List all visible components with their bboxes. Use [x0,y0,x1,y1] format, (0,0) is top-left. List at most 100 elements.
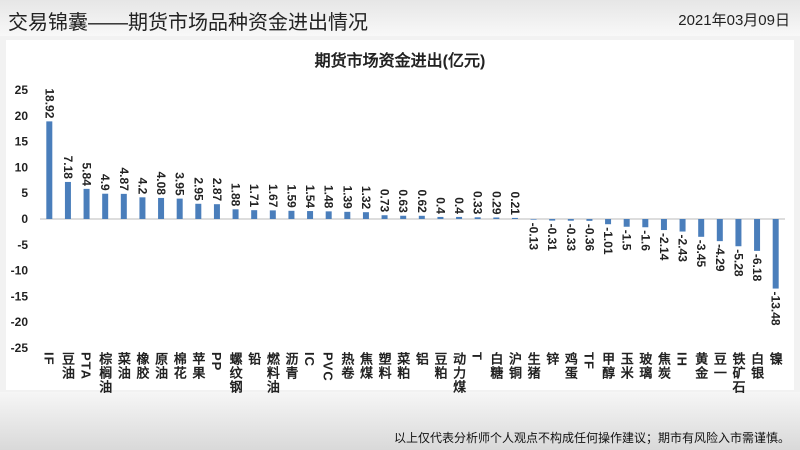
value-label: 0.4 [433,197,447,214]
x-tick-label: 塑料 [376,352,392,380]
bar [493,217,500,219]
x-tick-label: 菜油 [115,352,131,380]
chart-panel [6,40,794,390]
value-label: 5.84 [80,163,94,187]
footer: 以上仅代表分析师个人观点不构成任何操作建议；期市有风险入市需谨慎。 [0,392,800,450]
x-tick-label: PVC [320,352,336,382]
bar [176,198,183,219]
x-tick-label: 豆油 [59,352,75,380]
x-tick-label: 生猪 [525,352,541,380]
bar [213,204,220,219]
bar [586,219,593,221]
value-label: -1.6 [638,230,652,251]
header: 交易锦囊——期货市场品种资金进出情况 2021年03月09日 [0,0,800,36]
value-label: 1.71 [247,184,261,208]
x-tick-label: 黄金 [693,352,709,380]
value-label: 4.9 [98,174,112,191]
x-tick-label: 白银 [749,352,765,380]
value-label: 1.88 [229,183,243,207]
bar [102,193,109,219]
chart-title: 期货市场资金进出(亿元) [315,51,486,70]
value-label: 0.62 [415,189,429,213]
bar [754,219,761,251]
y-tick-label: 5 [21,186,28,200]
x-tick-label: 棉花 [171,352,187,380]
y-tick-label: -5 [17,238,28,252]
x-tick-label: IH [674,352,690,367]
bar [307,211,314,219]
bar [698,219,705,237]
bar [400,215,407,219]
bar [83,188,90,219]
value-label: -2.43 [676,235,690,263]
y-tick-label: -25 [11,341,29,355]
bar [716,219,723,242]
value-label: 0.4 [452,197,466,214]
bar [530,219,537,220]
x-tick-label: 原油 [153,352,169,380]
x-tick-label: 镍 [767,352,783,366]
value-label: -0.36 [582,224,596,252]
x-tick-label: 铁矿石 [730,352,746,394]
value-label: -2.14 [657,233,671,261]
y-tick-label: 25 [15,83,29,97]
x-tick-label: 热卷 [339,352,355,380]
value-label: -6.18 [750,254,764,282]
value-label: 1.39 [340,185,354,209]
bar [288,210,295,219]
bar [549,219,556,221]
bar [511,217,518,219]
y-tick-label: 15 [15,135,29,149]
bar [64,181,71,219]
value-label: 2.87 [210,178,224,202]
x-tick-label: 橡胶 [134,352,150,380]
value-label: 7.18 [61,156,75,180]
bar [158,197,165,219]
x-tick-label: TF [581,352,597,370]
value-label: 1.59 [284,184,298,208]
value-label: -0.31 [545,224,559,252]
y-tick-label: 0 [21,212,28,226]
bar [567,219,574,221]
x-tick-label: PTA [78,352,94,381]
value-label: 0.73 [378,189,392,213]
x-tick-label: 豆一 [711,352,727,380]
bar [381,215,388,219]
value-label: -0.13 [527,223,541,251]
bar [679,219,686,232]
bar [735,219,742,247]
x-tick-label: 焦炭 [655,352,671,380]
value-label: 1.54 [303,185,317,209]
value-label: -1.5 [620,230,634,251]
bar [269,210,276,219]
x-tick-label: T [469,352,485,361]
value-label: -5.28 [731,249,745,277]
bar [660,219,667,231]
x-tick-label: 沥青 [283,352,299,380]
value-label: 4.87 [117,168,131,192]
value-label: 1.32 [359,186,373,210]
x-tick-label: 螺纹钢 [227,352,243,394]
bar [474,217,481,219]
x-tick-label: 燃料油 [264,352,280,394]
x-tick-label: IF [41,352,57,366]
value-label: 0.21 [508,192,522,216]
value-label: 18.92 [42,88,56,118]
y-tick-label: 10 [15,160,29,174]
bar [232,209,239,219]
x-tick-label: 棕榈油 [97,352,113,394]
value-label: -3.45 [694,240,708,268]
value-label: 1.67 [266,184,280,208]
footer-note: 以上仅代表分析师个人观点不构成任何操作建议；期市有风险入市需谨慎。 [393,431,790,445]
x-tick-label: 焦煤 [357,352,373,380]
value-label: 0.33 [471,191,485,215]
bar [642,219,649,228]
x-tick-label: PP [208,352,224,372]
y-tick-label: -20 [11,315,29,329]
bar [120,193,127,219]
header-title: 交易锦囊——期货市场品种资金进出情况 [8,12,368,34]
x-tick-label: 玻璃 [637,352,653,380]
value-label: -1.01 [601,227,615,255]
bar [139,197,146,219]
